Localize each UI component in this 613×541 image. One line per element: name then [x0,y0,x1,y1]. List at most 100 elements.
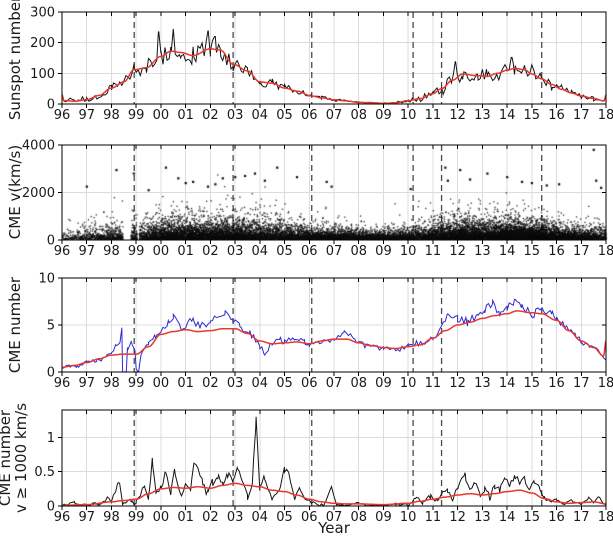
y-tick-label: 2000 [22,186,55,201]
x-tick-label: 08 [350,510,367,525]
x-tick-label: 01 [177,376,194,391]
x-tick-label: 14 [499,376,516,391]
x-tick-label: 18 [598,108,613,123]
panel-2-blue-series [61,298,607,373]
x-tick-label: 04 [252,244,269,259]
x-tick-label: 97 [78,510,95,525]
x-tick-label: 96 [54,244,71,259]
y-label-cme-speed: CME v(km/s) [6,144,24,240]
panel-3: 96 97 98 99 00 01 02 03 04 05 06 07 08 09 10 11 12 13 14 15… [34,409,613,525]
x-tick-label: 10 [400,244,417,259]
x-tick-label: 15 [524,376,541,391]
x-tick-label: 07 [326,376,343,391]
x-tick-label: 18 [598,244,613,259]
x-tick-label: 13 [474,376,491,391]
panel-0-phase-boundaries [133,12,543,104]
x-tick-label: 14 [499,244,516,259]
x-tick-label: 08 [350,244,367,259]
x-tick-label: 06 [301,376,318,391]
x-tick-label: 08 [350,108,367,123]
x-tick-label: 96 [54,108,71,123]
y-tick-label: 4000 [22,139,55,154]
x-tick-label: 99 [128,376,145,391]
x-tick-label: 04 [252,376,269,391]
x-tick-label: 00 [153,510,170,525]
x-tick-label: 06 [301,244,318,259]
panel-0-tick-labels: 96 97 98 99 00 01 02 03 04 05 06 07 08 09 10 11 12 13 14 15… [30,6,613,124]
x-tick-label: 17 [573,244,590,259]
panel-3-red-smoothed-series [62,482,606,507]
x-tick-label: 14 [499,510,516,525]
panel-2-tick-labels: 96 97 98 99 00 01 02 03 04 05 06 07 08 09 10 11 12 13 14 15… [38,272,613,392]
x-tick-label: 16 [548,108,565,123]
x-tick-label: 14 [499,108,516,123]
panel-3-black-series [61,416,607,508]
x-tick-label: 03 [227,510,244,525]
panel-2-grid [62,278,606,372]
x-tick-label: 17 [573,376,590,391]
panel-1-tick-labels: 96 97 98 99 00 01 02 03 04 05 06 07 08 09 10 11 12 13 14 15… [22,139,613,260]
x-tick-label: 12 [449,376,466,391]
x-tick-label: 97 [78,244,95,259]
x-tick-label: 07 [326,510,343,525]
x-tick-label: 01 [177,244,194,259]
panel-2: 96 97 98 99 00 01 02 03 04 05 06 07 08 09 10 11 12 13 14 15… [38,272,613,392]
x-tick-label: 08 [350,376,367,391]
x-tick-label: 01 [177,510,194,525]
x-tick-label: 06 [301,510,318,525]
x-tick-label: 98 [103,108,120,123]
y-label-fast-cme-line2: v ≥ 1000 km/s [12,402,30,514]
x-tick-label: 10 [400,376,417,391]
x-tick-label: 99 [128,108,145,123]
x-tick-label: 16 [548,376,565,391]
x-tick-label: 10 [400,108,417,123]
x-tick-label: 10 [400,510,417,525]
x-tick-label: 13 [474,244,491,259]
x-tick-label: 01 [177,108,194,123]
x-tick-label: 05 [276,510,293,525]
x-tick-label: 09 [375,510,392,525]
panel-3-axes [58,409,607,510]
panel-0-red-smoothed-series [61,48,607,105]
x-tick-label: 12 [449,108,466,123]
x-tick-label: 07 [326,244,343,259]
x-tick-label: 05 [276,108,293,123]
x-tick-label: 18 [598,376,613,391]
x-tick-label: 98 [103,510,120,525]
x-tick-label: 13 [474,510,491,525]
x-axis-label-year: Year [318,519,350,537]
x-tick-label: 06 [301,108,318,123]
y-tick-label: 5 [47,319,55,334]
x-tick-label: 02 [202,376,219,391]
x-tick-label: 11 [425,244,442,259]
y-tick-label: 100 [30,67,55,82]
y-tick-label: 1 [47,431,55,446]
x-tick-label: 15 [524,244,541,259]
x-tick-label: 11 [425,510,442,525]
x-tick-label: 03 [227,376,244,391]
x-tick-label: 00 [153,244,170,259]
x-tick-label: 05 [276,244,293,259]
panel-3-tick-labels: 96 97 98 99 00 01 02 03 04 05 06 07 08 09 10 11 12 13 14 15… [34,431,613,525]
x-tick-label: 03 [227,108,244,123]
panel-3-grid [62,410,606,506]
x-tick-label: 99 [128,244,145,259]
y-tick-label: 200 [30,36,55,51]
x-tick-label: 16 [548,244,565,259]
x-tick-label: 11 [425,376,442,391]
x-tick-label: 99 [128,510,145,525]
x-tick-label: 17 [573,510,590,525]
y-tick-label: 10 [38,272,55,287]
y-tick-label: 0 [47,366,55,381]
x-tick-label: 00 [153,376,170,391]
x-tick-label: 97 [78,376,95,391]
y-tick-label: 0.5 [34,465,55,480]
y-tick-label: 0 [47,98,55,113]
x-tick-label: 04 [252,108,269,123]
cme-speed-scatter-canvas [62,145,608,240]
x-tick-label: 98 [103,244,120,259]
x-tick-label: 11 [425,108,442,123]
panel-3-phase-boundaries [133,410,543,506]
x-tick-label: 15 [524,108,541,123]
